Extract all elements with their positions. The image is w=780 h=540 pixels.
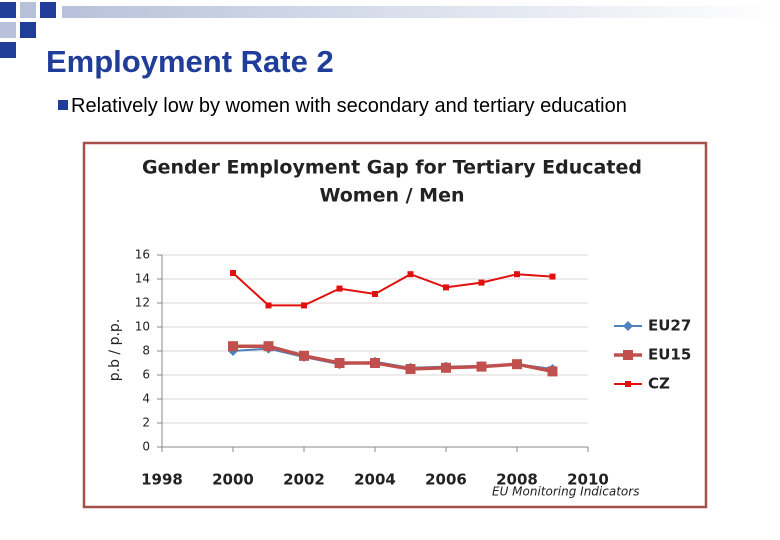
data-point — [476, 361, 487, 372]
data-point — [370, 358, 380, 368]
series-line — [233, 344, 553, 374]
legend-marker — [625, 381, 631, 387]
x-tick-label: 2004 — [354, 471, 396, 489]
y-tick-label: 14 — [135, 272, 150, 286]
legend-marker — [623, 321, 633, 331]
chart-title: Women / Men — [319, 185, 464, 207]
data-point — [372, 291, 378, 297]
x-tick-label: 2008 — [496, 471, 538, 489]
bullet-text: Relatively low by women with secondary a… — [71, 95, 627, 117]
x-tick-label: 2006 — [425, 471, 467, 489]
deco-square — [20, 22, 36, 38]
slide-title: Employment Rate 2 — [46, 44, 334, 79]
chart-frame — [82, 141, 708, 509]
data-point — [514, 271, 520, 278]
data-point — [478, 279, 485, 286]
x-tick-label: 2000 — [212, 471, 254, 489]
bullet-marker — [58, 100, 68, 110]
deco-square — [20, 2, 36, 18]
data-point — [230, 270, 236, 276]
data-point — [336, 285, 343, 292]
x-tick-label: 1998 — [141, 471, 183, 489]
y-tick-label: 4 — [142, 392, 150, 406]
bullet: Relatively low by women with secondary a… — [58, 94, 643, 118]
y-tick-label: 8 — [142, 344, 150, 358]
legend-marker — [623, 350, 633, 360]
data-point — [407, 271, 414, 278]
data-point — [299, 350, 309, 361]
legend-label: CZ — [648, 375, 670, 393]
data-point — [547, 366, 558, 377]
source-note: EU Monitoring Indicators — [492, 485, 639, 499]
y-tick-label: 0 — [142, 440, 150, 454]
data-point — [405, 364, 416, 374]
data-point — [549, 273, 556, 280]
data-point — [512, 359, 522, 370]
chart-title: Gender Employment Gap for Tertiary Educa… — [142, 157, 642, 179]
series-line — [232, 272, 553, 307]
legend-label: EU27 — [648, 317, 691, 335]
header-bar — [62, 6, 780, 18]
data-point — [334, 358, 345, 368]
data-point — [441, 362, 451, 373]
y-tick-label: 12 — [135, 296, 150, 310]
y-axis-label: p.b / p.p. — [107, 319, 123, 382]
y-tick-label: 16 — [135, 248, 150, 262]
y-tick-label: 6 — [142, 368, 150, 382]
deco-square — [40, 2, 56, 18]
x-tick-label: 2002 — [283, 471, 325, 489]
data-point — [301, 302, 307, 309]
deco-square — [0, 2, 16, 18]
data-point — [263, 341, 274, 352]
legend-label: EU15 — [648, 346, 691, 364]
data-point — [265, 302, 272, 309]
y-tick-label: 10 — [135, 320, 150, 334]
y-tick-label: 2 — [142, 416, 150, 430]
data-point — [228, 341, 238, 352]
data-point — [443, 284, 449, 291]
deco-square — [0, 22, 16, 38]
deco-square — [0, 42, 16, 58]
x-tick-label: 2010 — [567, 471, 609, 489]
